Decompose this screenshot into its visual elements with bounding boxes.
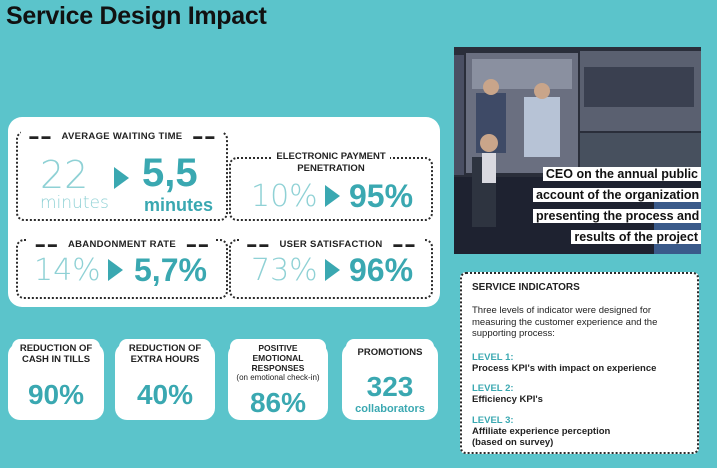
waiting-after-unit: minutes: [144, 195, 214, 215]
service-indicators-title: SERVICE INDICATORS: [472, 282, 580, 293]
arrow-icon: [325, 185, 340, 207]
level-3-name: LEVEL 3:: [472, 414, 514, 426]
arrow-icon: [114, 167, 129, 189]
stat-emotional-label-line2: RESPONSES: [251, 363, 305, 373]
stat-hours-value: 40%: [136, 379, 194, 410]
abandonment-after: 5,7%: [134, 252, 207, 288]
epayment-box: ELECTRONIC PAYMENT PENETRATION 10% 95%: [229, 151, 433, 221]
waiting-before-value: 22: [40, 153, 89, 197]
satisfaction-label: USER SATISFACTION: [275, 239, 387, 250]
abandonment-before: 14%: [34, 253, 101, 288]
arrow-icon: [108, 259, 123, 281]
level-2-name: LEVEL 2:: [472, 383, 514, 394]
stat-promotions-label: PROMOTIONS: [357, 347, 423, 358]
page-title: Service Design Impact: [6, 2, 267, 30]
waiting-after-value: 5,5: [142, 151, 198, 195]
stat-hours-label-line1: REDUCTION OF: [128, 343, 202, 354]
stat-card-promotions: PROMOTIONS 323 collaborators: [342, 339, 438, 420]
stat-emotional-label-line1: POSITIVE EMOTIONAL: [252, 343, 304, 363]
satisfaction-before: 73%: [251, 253, 318, 288]
waiting-time-label: AVERAGE WAITING TIME: [57, 131, 187, 142]
epayment-after: 95%: [349, 178, 414, 214]
waiting-time-box: ▬ ▬ AVERAGE WAITING TIME ▬ ▬ 22 minutes …: [16, 131, 228, 221]
service-indicators-intro: Three levels of indicator were designed …: [472, 305, 658, 339]
waiting-before-unit: minutes: [40, 193, 109, 213]
photo-caption-text: CEO on the annual public account of the …: [533, 167, 701, 244]
satisfaction-after: 96%: [349, 252, 414, 288]
event-photo: CEO on the annual public account of the …: [454, 47, 701, 254]
service-indicators-box: SERVICE INDICATORS Three levels of indic…: [460, 272, 699, 454]
epayment-label-line2: PENETRATION: [297, 163, 365, 174]
stat-hours-label-line2: EXTRA HOURS: [130, 354, 200, 365]
level-3-desc-line1: Affiliate experience perception: [472, 425, 611, 437]
arrow-icon: [325, 259, 340, 281]
stat-card-cash: REDUCTION OF CASH IN TILLS 90%: [8, 339, 104, 420]
satisfaction-box: ▬ ▬ USER SATISFACTION ▬ ▬ 73% 96%: [229, 239, 433, 299]
level-3-desc-line2: (based on survey): [472, 437, 554, 448]
abandonment-box: ▬ ▬ ABANDONMENT RATE ▬ ▬ 14% 5,7%: [16, 239, 228, 299]
stat-promotions-note: collaborators: [355, 403, 425, 415]
stat-cash-value: 90%: [27, 379, 85, 410]
epayment-label-line1: ELECTRONIC PAYMENT: [272, 151, 390, 162]
stat-emotional-label-note: (on emotional check-in): [236, 373, 320, 382]
stat-card-emotional: POSITIVE EMOTIONAL RESPONSES (on emotion…: [228, 339, 328, 420]
level-2-desc: Efficiency KPI's: [472, 394, 543, 405]
level-1-name: LEVEL 1:: [472, 351, 514, 363]
stat-card-hours: REDUCTION OF EXTRA HOURS 40%: [115, 339, 215, 420]
abandonment-label: ABANDONMENT RATE: [63, 239, 181, 250]
stat-promotions-value: 323: [366, 371, 414, 402]
photo-caption: CEO on the annual public account of the …: [533, 164, 701, 248]
epayment-before: 10%: [251, 179, 318, 214]
level-1-desc: Process KPI's with impact on experience: [472, 362, 657, 374]
stat-emotional-value: 86%: [249, 387, 307, 418]
stat-cash-label-line2: CASH IN TILLS: [21, 354, 91, 365]
metrics-panel: ▬ ▬ AVERAGE WAITING TIME ▬ ▬ 22 minutes …: [8, 117, 440, 307]
stat-cash-label-line1: REDUCTION OF: [19, 343, 93, 354]
